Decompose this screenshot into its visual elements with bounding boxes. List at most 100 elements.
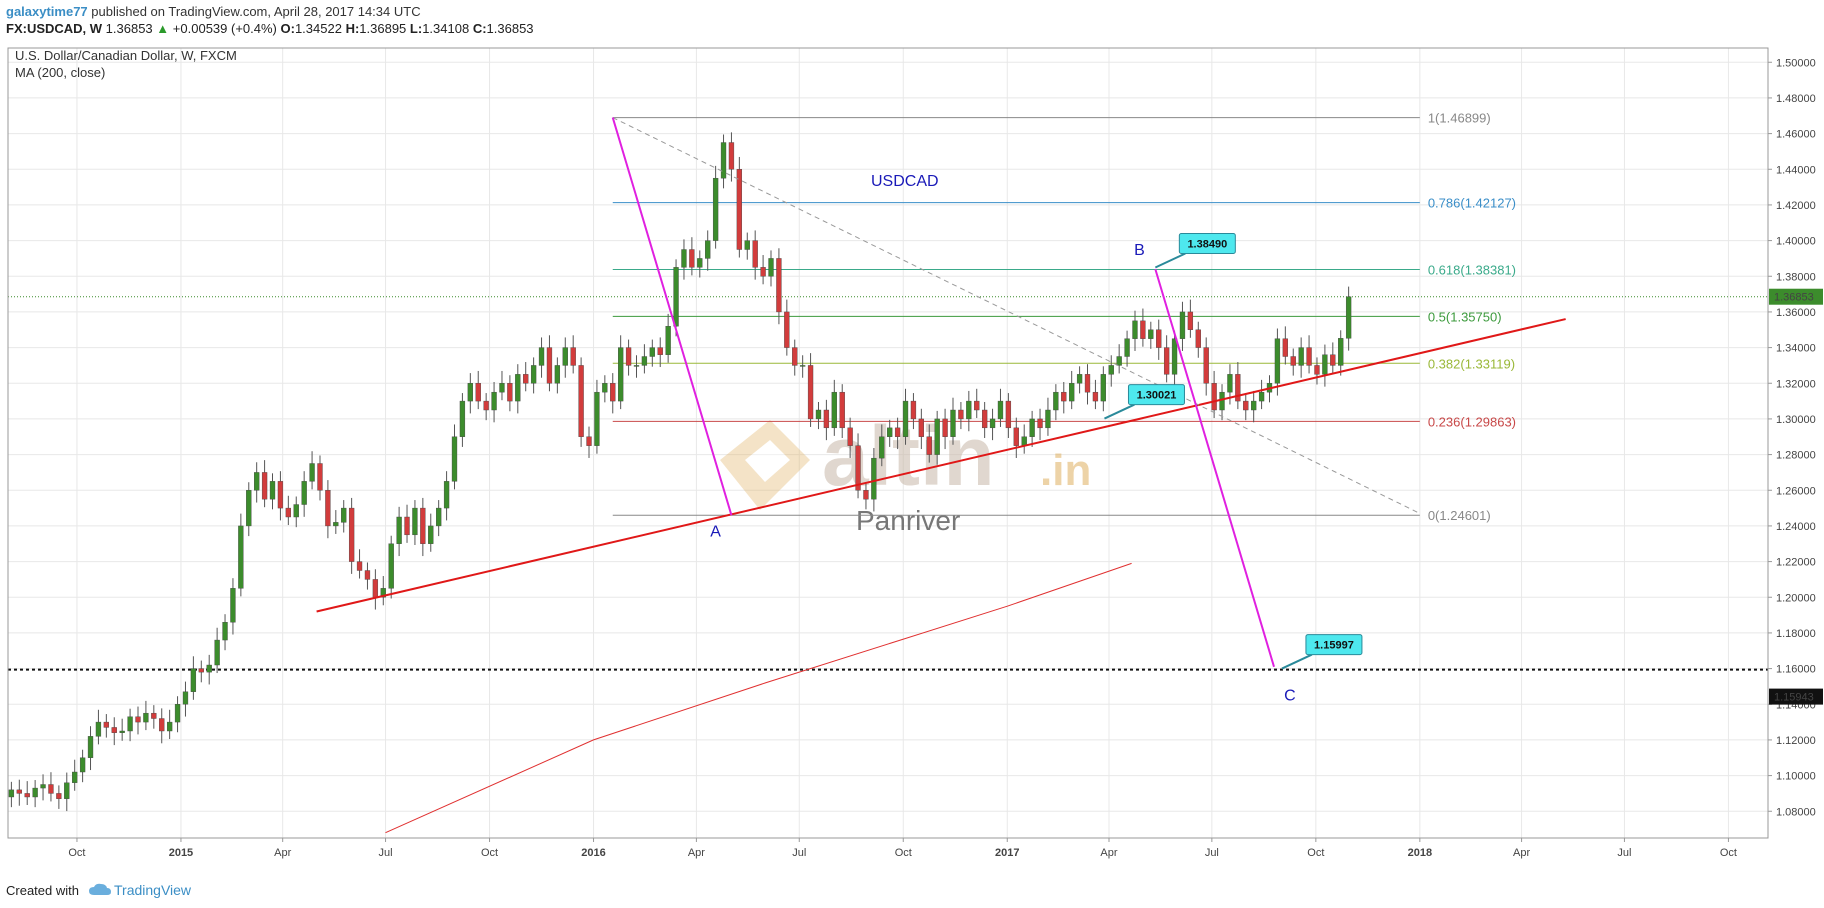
symbol-info: FX:USDCAD, W 1.36853 ▲ +0.00539 (+0.4%) … (6, 21, 534, 36)
candle-up (1179, 311, 1186, 339)
candle-down (1330, 354, 1336, 366)
last-price-label: 1.36853 (1774, 292, 1814, 304)
candle-up (1258, 391, 1265, 402)
y-tick-label: 1.42000 (1776, 200, 1816, 212)
candle-up (1029, 418, 1035, 437)
callout-box (1305, 634, 1363, 656)
close-label: C: (472, 21, 487, 36)
change-up-icon: ▲ (156, 21, 170, 36)
y-tick-label: 1.18000 (1776, 628, 1816, 640)
x-tick-label: 2015 (169, 847, 193, 859)
y-tick-label: 1.22000 (1776, 557, 1816, 569)
wave-bc-line (1154, 268, 1275, 668)
candle-down (1140, 320, 1146, 339)
candle-up (515, 374, 521, 402)
x-tick-label: Oct (1307, 847, 1324, 859)
callout-pointer (1281, 653, 1313, 670)
candle-down (1203, 347, 1209, 384)
candle-down (847, 427, 853, 446)
candle-up (246, 490, 252, 527)
trendlines[interactable] (316, 117, 1566, 668)
wave-label-c: C (1284, 688, 1296, 705)
watermark-author: Panriver (856, 505, 960, 536)
candle-down (159, 718, 165, 732)
high-value: 1.36895 (359, 21, 407, 36)
close-value: 1.36853 (486, 21, 534, 36)
callout-label: 1.38490 (1187, 239, 1227, 251)
candle-down (958, 409, 964, 420)
candle-up (119, 730, 125, 733)
candle-down (356, 561, 363, 571)
candle-up (214, 639, 220, 666)
candle-down (657, 347, 663, 355)
candle-down (1306, 347, 1312, 366)
candle-up (1116, 356, 1122, 366)
candle-down (784, 311, 790, 348)
candle-up (32, 787, 38, 798)
x-tick-label: Apr (1100, 847, 1117, 859)
chart-header: galaxytime77 published on TradingView.co… (0, 0, 1824, 40)
target-price-label: 1.15943 (1774, 692, 1814, 704)
chart-title: U.S. Dollar/Canadian Dollar, W, FXCM (15, 48, 237, 63)
candle-up (8, 789, 15, 798)
fibonacci-retracement[interactable]: 1(1.46899) 0.786(1.42127) 0.618(1.38381) 0.… (8, 111, 1768, 671)
y-tick-label: 1.46000 (1776, 129, 1816, 141)
candle-down (981, 409, 988, 429)
candle-down (135, 716, 141, 723)
candle-down (317, 463, 323, 491)
x-tick-label: Jul (379, 847, 393, 859)
candle-down (111, 727, 117, 733)
candle-up (1108, 365, 1114, 375)
footer: Created with TradingView (0, 874, 1824, 908)
fib-level-label: 0(1.24601) (1428, 508, 1491, 523)
candle-down (942, 418, 948, 437)
candle-down (1195, 329, 1201, 348)
candle-up (269, 481, 276, 500)
author-link[interactable]: galaxytime77 (6, 4, 88, 19)
candle-down (918, 418, 924, 437)
indicator-label: MA (200, close) (15, 65, 105, 80)
annotation-title: USDCAD (871, 173, 939, 190)
candle-down (1013, 427, 1019, 446)
y-tick-label: 1.20000 (1776, 592, 1816, 604)
candle-up (989, 418, 996, 429)
candle-up (1053, 391, 1059, 411)
candle-up (649, 347, 655, 357)
candle-down (1092, 391, 1099, 402)
candle-up (206, 664, 212, 673)
y-tick-label: 1.28000 (1776, 450, 1816, 462)
candle-up (594, 391, 600, 446)
y-tick-label: 1.40000 (1776, 236, 1816, 248)
y-tick-label: 1.38000 (1776, 271, 1816, 283)
candle-up (1251, 400, 1257, 411)
tradingview-brand-link[interactable]: TradingView (114, 882, 192, 898)
candle-up (451, 436, 458, 482)
wave-label-b: B (1134, 242, 1145, 259)
candle-down (1037, 418, 1043, 429)
candle-down (348, 507, 355, 562)
candle-down (1290, 356, 1296, 366)
ma-200-line (385, 562, 1132, 834)
wave-a-line (611, 117, 733, 516)
candle-up (1345, 296, 1352, 339)
callout-pointer (1154, 252, 1186, 269)
candle-up (72, 771, 78, 783)
candle-down (1314, 365, 1320, 375)
candle-down (689, 249, 695, 268)
candle-down (16, 789, 22, 794)
candle-up (950, 409, 956, 437)
callout-label: 1.30021 (1137, 390, 1177, 402)
candle-up (705, 240, 711, 259)
axes: 1.080001.100001.120001.140001.160001.180… (7, 47, 1823, 859)
candle-up (879, 436, 885, 459)
symbol-label: FX:USDCAD, W (6, 21, 103, 36)
candle-down (894, 427, 901, 437)
candle-up (602, 383, 608, 393)
candle-up (744, 240, 750, 250)
price-chart[interactable]: altin .in Panriver 1(1.46899)0.786(1.421… (0, 40, 1824, 874)
publish-text: published on TradingView.com, April 28, … (87, 4, 421, 19)
candle-up (428, 525, 434, 544)
candle-down (1163, 347, 1170, 375)
y-tick-label: 1.34000 (1776, 343, 1816, 355)
candle-up (499, 383, 505, 393)
